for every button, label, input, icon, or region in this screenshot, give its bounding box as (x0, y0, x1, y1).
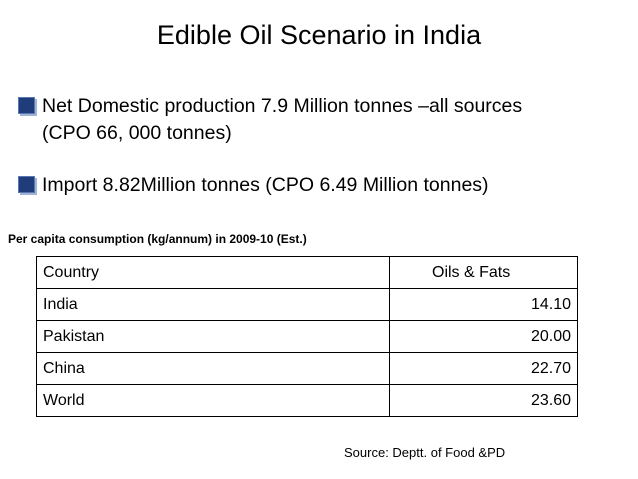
value-cell: 20.00 (389, 320, 578, 353)
slide-title: Edible Oil Scenario in India (156, 20, 482, 50)
value-cell: 23.60 (389, 384, 578, 417)
bullet-domestic-production: Net Domestic production 7.9 Million tonn… (18, 93, 618, 147)
source-note: Source: Deptt. of Food &PD (344, 445, 506, 460)
country-cell: China (36, 352, 390, 385)
bullet-line-1: Net Domestic production 7.9 Million tonn… (42, 95, 523, 117)
country-cell: World (36, 384, 390, 417)
square-bullet-icon (18, 176, 35, 193)
header-oils-fats: Oils & Fats (389, 256, 578, 289)
table-row: India 14.10 (36, 288, 578, 321)
table-row: China 22.70 (36, 352, 578, 385)
consumption-table: Country Oils & Fats India 14.10 Pakistan… (36, 256, 578, 417)
table-header-row: Country Oils & Fats (36, 256, 578, 289)
header-country: Country (36, 256, 390, 289)
bullet-line-2: (CPO 66, 000 tonnes) (42, 122, 232, 144)
country-cell: Pakistan (36, 320, 390, 353)
bullet-import: Import 8.82Million tonnes (CPO 6.49 Mill… (18, 172, 618, 199)
square-bullet-icon (18, 97, 35, 114)
table-row: Pakistan 20.00 (36, 320, 578, 353)
bullet-line-1: Import 8.82Million tonnes (CPO 6.49 Mill… (42, 174, 489, 196)
country-cell: India (36, 288, 390, 321)
table-row: World 23.60 (36, 384, 578, 417)
value-cell: 22.70 (389, 352, 578, 385)
value-cell: 14.10 (389, 288, 578, 321)
table-caption: Per capita consumption (kg/annum) in 200… (8, 232, 307, 246)
